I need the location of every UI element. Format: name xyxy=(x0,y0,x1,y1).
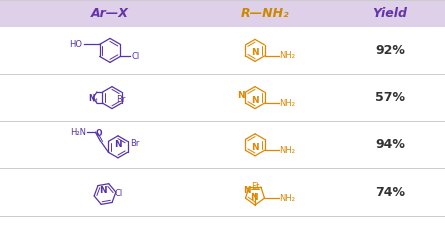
Text: N: N xyxy=(250,193,258,202)
Text: NH₂: NH₂ xyxy=(279,51,295,60)
Text: 92%: 92% xyxy=(375,44,405,57)
Text: Cl: Cl xyxy=(131,52,140,61)
Text: Et: Et xyxy=(251,182,259,191)
Text: N: N xyxy=(251,143,259,152)
Text: H₂N: H₂N xyxy=(70,128,86,137)
Text: NH₂: NH₂ xyxy=(279,146,295,155)
Text: N: N xyxy=(88,94,94,103)
Text: Br: Br xyxy=(116,95,125,104)
Text: R—NH₂: R—NH₂ xyxy=(241,7,289,20)
Text: Yield: Yield xyxy=(372,7,408,20)
Text: H: H xyxy=(93,98,97,103)
Text: N: N xyxy=(237,91,244,100)
Bar xyxy=(0,168,445,216)
Bar xyxy=(0,0,445,27)
Text: NH₂: NH₂ xyxy=(279,99,295,108)
Bar xyxy=(0,121,445,168)
Text: 74%: 74% xyxy=(375,185,405,199)
Text: Ar—X: Ar—X xyxy=(91,7,129,20)
Text: N: N xyxy=(251,96,259,105)
Text: N: N xyxy=(243,186,250,195)
Text: 94%: 94% xyxy=(375,138,405,151)
Bar xyxy=(0,74,445,121)
Text: HO: HO xyxy=(69,40,83,49)
Text: Br: Br xyxy=(130,139,140,148)
Text: NH₂: NH₂ xyxy=(279,194,295,203)
Text: O: O xyxy=(95,129,102,138)
Text: N: N xyxy=(99,186,107,195)
Text: 57%: 57% xyxy=(375,91,405,104)
Text: Cl: Cl xyxy=(114,190,122,198)
Bar xyxy=(0,27,445,74)
Text: N: N xyxy=(114,140,122,149)
Text: N: N xyxy=(251,48,259,57)
